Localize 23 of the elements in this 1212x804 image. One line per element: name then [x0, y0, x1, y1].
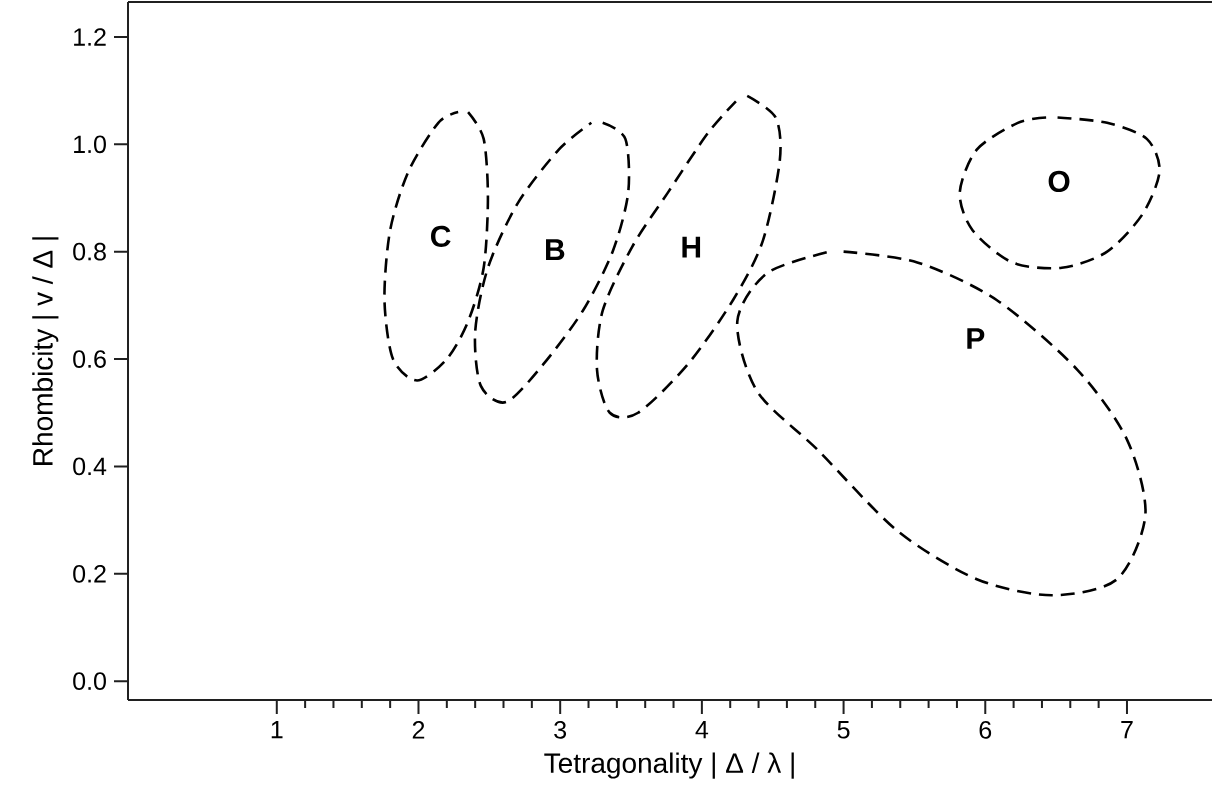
series-label: H: [682, 236, 701, 258]
x-tick-label: 3: [554, 721, 567, 739]
y-tick-label: 0.8: [73, 242, 106, 261]
y-tick-label: 0.2: [73, 564, 106, 583]
series-label: C: [431, 225, 451, 247]
y-axis-title: Rhombicity | v / Δ |: [32, 237, 59, 465]
line-series: [958, 116, 1161, 270]
x-axis-title: Tetragonality | Δ / λ |: [544, 752, 794, 779]
series-label: B: [546, 239, 565, 260]
series-label: P: [967, 328, 985, 349]
line-series: [736, 250, 1147, 597]
x-tick-label: 7: [1121, 721, 1133, 739]
x-tick-label: 5: [837, 721, 850, 739]
x-tick-label: 6: [979, 721, 992, 739]
series-label: O: [1048, 170, 1070, 193]
y-tick-label: 0.6: [73, 350, 106, 368]
x-tick-label: 2: [412, 721, 425, 739]
y-tick-label: 0.4: [73, 457, 107, 476]
y-tick-label: 1.2: [74, 28, 106, 46]
y-tick-label: 1.0: [74, 135, 106, 154]
x-tick-label: 4: [695, 721, 709, 739]
y-tick-label: 0.0: [73, 672, 106, 691]
x-tick-label: 1: [271, 721, 283, 739]
